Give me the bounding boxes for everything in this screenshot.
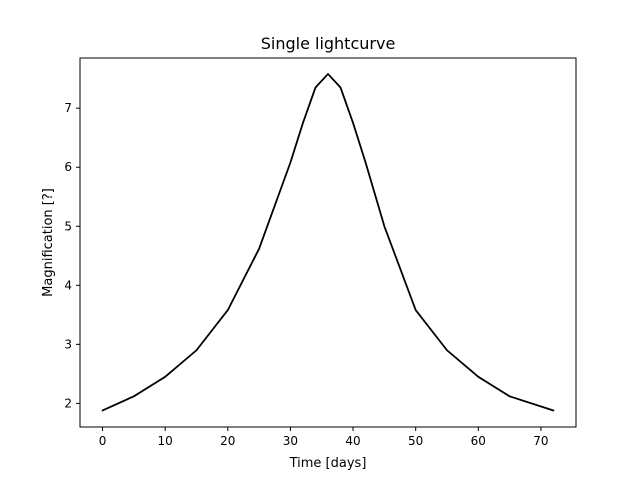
y-tick-label: 6 bbox=[64, 160, 72, 174]
y-tick-label: 4 bbox=[64, 278, 72, 292]
y-tick-label: 3 bbox=[64, 337, 72, 351]
x-tick-label: 70 bbox=[533, 434, 548, 448]
y-tick-label: 7 bbox=[64, 101, 72, 115]
series-line bbox=[101, 73, 555, 412]
y-tick-label: 5 bbox=[64, 219, 72, 233]
x-tick-label: 10 bbox=[158, 434, 173, 448]
x-tick-label: 30 bbox=[283, 434, 298, 448]
x-tick-label: 20 bbox=[220, 434, 235, 448]
chart-title: Single lightcurve bbox=[261, 34, 396, 53]
x-axis-label: Time [days] bbox=[289, 456, 367, 471]
x-tick-label: 40 bbox=[345, 434, 360, 448]
plot-frame bbox=[79, 57, 577, 428]
y-axis-label: Magnification [?] bbox=[41, 188, 56, 297]
x-tick-label: 50 bbox=[408, 434, 423, 448]
y-tick-label: 2 bbox=[64, 396, 72, 410]
x-tick-label: 0 bbox=[99, 434, 107, 448]
x-tick-label: 60 bbox=[471, 434, 486, 448]
